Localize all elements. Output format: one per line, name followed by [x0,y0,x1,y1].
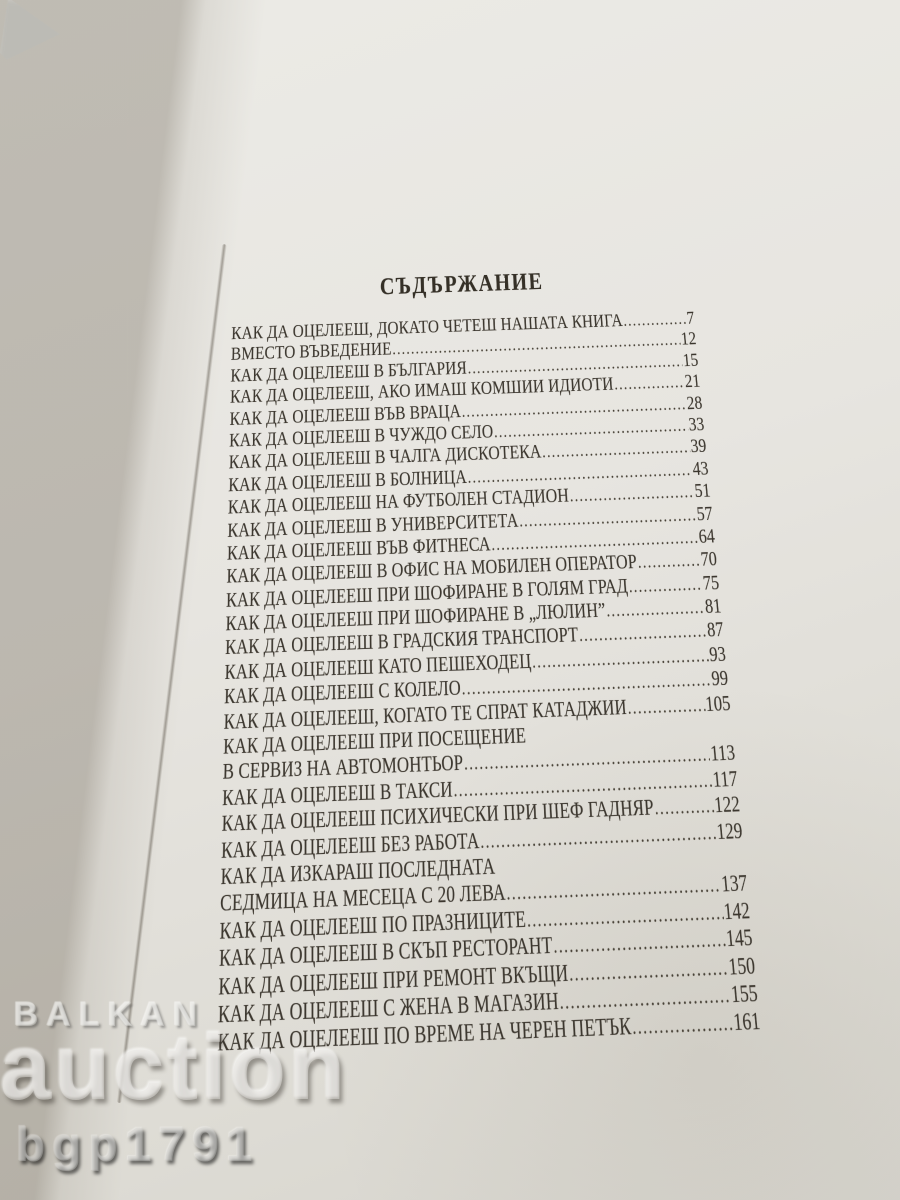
dot-leader [637,548,701,574]
toc-entry-page-number: 75 [701,570,721,595]
toc-entry-page-number: 142 [722,896,751,925]
toc-entry-page-number: 105 [704,690,732,716]
toc-entry-page-number: 51 [693,479,712,502]
toc-entry-page-number: 43 [691,456,710,480]
toc-entry-page-number: 87 [706,617,725,642]
toc-entry-page-number: 129 [715,817,744,845]
toc-entry-page-number: 113 [709,740,737,767]
toc-entry-page-number: 15 [681,349,700,371]
toc-entry-page-number: 21 [683,370,702,392]
toc-entry-page-number: 150 [727,951,757,980]
dot-leader [654,792,715,821]
dot-leader [613,371,685,395]
toc-entry-page-number: 93 [708,641,727,667]
toc-entry-page-number: 64 [697,524,716,548]
toc-entry-page-number: 12 [680,328,698,350]
dot-leader [631,1008,734,1041]
toc-entry-page-number: 39 [689,434,708,458]
dot-leader [622,308,686,331]
toc-entry-page-number: 145 [724,923,754,952]
toc-entry-page-number: 70 [699,547,718,571]
toc-entry-page-number: 122 [713,791,741,818]
watermark-seller-id: bgp1791 [16,1119,260,1172]
toc-entry-page-number: 57 [695,501,714,525]
toc-entry-page-number: 155 [729,979,759,1008]
toc-entry-page-number: 99 [710,665,730,691]
watermark-brand-top: BALKAN [14,996,206,1034]
watermark-brand-main: auction [0,1017,349,1119]
toc-list: КАК ДА ОЦЕЛЕЕШ, ДОКАТО ЧЕТЕШ НАШАТА КНИГ… [217,307,761,1057]
toc-entry-page-number: 33 [687,413,706,436]
dot-leader [627,691,706,719]
toc-entry-page-number: 28 [685,391,704,414]
toc-entry-page-number: 117 [711,765,739,792]
dot-leader [628,571,704,598]
table-of-contents: СЪДЪРЖАНИЕ КАК ДА ОЦЕЛЕЕШ, ДОКАТО ЧЕТЕШ … [216,264,765,1103]
toc-entry-page-number: 161 [732,1007,762,1037]
toc-entry-page-number: 81 [703,594,723,618]
toc-entry-page-number: 137 [720,869,749,898]
